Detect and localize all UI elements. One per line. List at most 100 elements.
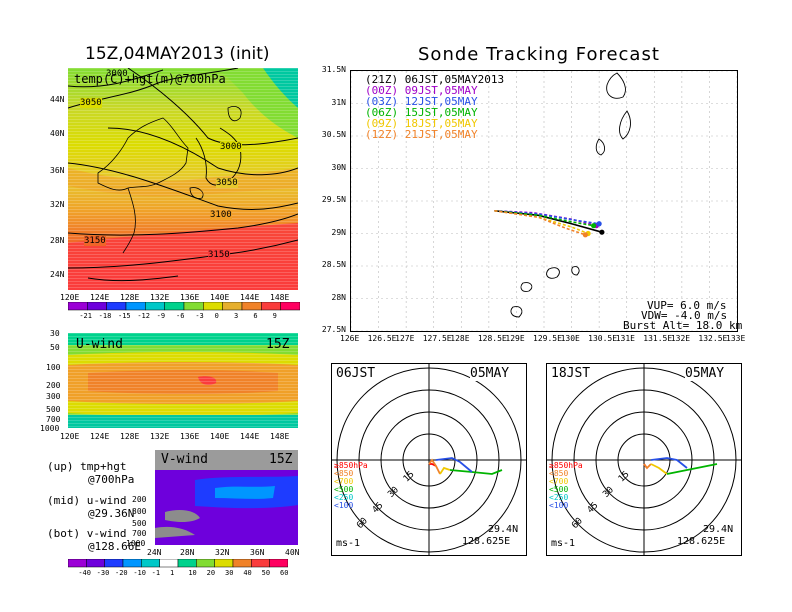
lon-label: 120E (60, 432, 80, 441)
lat-label: 40N (50, 129, 65, 138)
legend-entry: (03Z) 12JST,05MAY (365, 95, 478, 108)
lon-label: 136E (180, 432, 200, 441)
lat-label: 28N (50, 236, 65, 245)
lat-label: 31N (331, 97, 346, 107)
lat-label: 29.5N (321, 195, 346, 204)
pressure-label: 700 (46, 415, 61, 424)
v-wind-label: V-wind (161, 452, 208, 467)
contour-label: 3150 (208, 250, 230, 260)
hodo-ring-label: 15 (617, 470, 632, 485)
lon-label: 148E (270, 293, 290, 302)
note-up-2: @700hPa (88, 473, 135, 486)
hodo-wind-trace (435, 457, 473, 473)
track-line (494, 209, 597, 227)
lat-label: 28N (180, 548, 195, 557)
hodo-lat: 29.4N (703, 524, 734, 535)
pressure-label: 50 (50, 343, 60, 352)
track-endpoint (596, 221, 602, 227)
pressure-label: 300 (132, 507, 147, 516)
lat-label: 36N (250, 548, 265, 557)
hodo-wind-trace (449, 469, 503, 475)
wind-colorbar (68, 559, 288, 568)
colorbar-label: -10 (133, 569, 146, 577)
right-title: Sonde Tracking Forecast (418, 44, 660, 65)
lon-label: 129.5E (533, 334, 562, 343)
lon-label: 132.5E (698, 334, 728, 343)
info-burst: Burst Alt= 18.0 km (623, 319, 743, 332)
hodo-level: <700 (334, 477, 354, 486)
hodo-level: <500 (549, 485, 569, 494)
lat-label: 44N (50, 95, 65, 104)
colorbar-swatch (125, 302, 146, 311)
v-wind-field (155, 450, 298, 545)
hodograph-right: 15 30 45 60 18JST 05MAY ≥850hPa <850 <700 <500… (546, 363, 742, 556)
hodo-wind-trace (666, 463, 718, 475)
note-mid-2: @29.36N (88, 507, 135, 520)
colorbar-swatch (122, 559, 142, 568)
temperature-colorbar (68, 302, 300, 311)
temperature-colorbar-labels: -21 -18 -15 -12 -9 -6 -3 0 3 6 9 (68, 312, 300, 322)
colorbar-swatch (280, 302, 300, 311)
colorbar-label: 1 (170, 569, 175, 577)
colorbar-label: -20 (115, 569, 128, 577)
colorbar-swatch (214, 559, 234, 568)
colorbar-label: -40 (78, 569, 91, 577)
pressure-label: 500 (132, 519, 147, 528)
hodo-level: ≥850hPa (549, 461, 583, 470)
lon-label: 133E (726, 334, 746, 343)
island-outline (571, 266, 580, 276)
lon-label: 128.5E (477, 334, 507, 343)
colorbar-swatch (106, 302, 127, 311)
legend-entry: (06Z) 15JST,05MAY (365, 106, 478, 119)
colorbar-label: 60 (280, 569, 289, 577)
colorbar-label: 10 (188, 569, 197, 577)
colorbar-swatch (86, 559, 105, 568)
lat-label: 30N (331, 162, 346, 172)
lon-label: 140E (210, 432, 230, 441)
hodo-wind-trace (650, 463, 668, 475)
contour-label: 3050 (216, 178, 238, 188)
legend-entry: (21Z) 06JST,05MAY2013 (365, 73, 505, 86)
hodo-level: <850 (334, 469, 354, 478)
pressure-label: 1000 (40, 424, 60, 433)
hodo-lon: 128.625E (677, 536, 726, 547)
lon-label: 127.5E (422, 334, 452, 343)
info-vdw: VDW= -4.0 m/s (641, 309, 728, 322)
hodo-lat: 29.4N (488, 524, 519, 535)
lat-label: 24N (147, 548, 162, 557)
colorbar-label: -6 (176, 312, 185, 320)
lon-label: 128E (120, 432, 140, 441)
colorbar-swatch (232, 559, 252, 568)
hodo-time: 18JST (551, 366, 591, 381)
lon-label: 127E (395, 334, 415, 343)
colorbar-swatch (68, 559, 87, 568)
hodo-level: <250 (549, 493, 569, 502)
colorbar-label: 20 (206, 569, 216, 577)
colorbar-label: -30 (96, 569, 110, 577)
colorbar-label: 50 (261, 569, 271, 577)
lat-label: 28N (331, 292, 346, 302)
lat-label: 28.5N (321, 260, 346, 269)
lon-label: 148E (270, 432, 290, 441)
contour-label: 3100 (210, 210, 232, 220)
v-wind-time: 15Z (269, 452, 293, 467)
lon-label: 126.5E (367, 334, 397, 343)
track-endpoint (591, 223, 597, 229)
contour-label: 3150 (84, 236, 106, 246)
colorbar-label: 40 (243, 569, 252, 577)
lon-label: 129E (505, 334, 525, 343)
temp-height-map: temp(C)+hgt(m)@700hPa 3000 3050 3000 305… (68, 68, 298, 290)
pressure-label: 200 (132, 495, 147, 504)
lon-label: 131.5E (643, 334, 673, 343)
hodo-level: <500 (334, 485, 354, 494)
colorbar-swatch (222, 302, 243, 311)
hodo-time: 06JST (336, 366, 376, 381)
colorbar-swatch (104, 559, 124, 568)
v-wind-panel: V-wind 15Z (155, 450, 298, 545)
lon-label: 124E (90, 432, 110, 441)
note-mid-1: (mid) u-wind (47, 494, 127, 507)
lat-label: 31.5N (321, 65, 346, 74)
island-outline (510, 306, 523, 318)
hodo-wind-trace (650, 457, 688, 469)
colorbar-swatch (159, 559, 179, 568)
